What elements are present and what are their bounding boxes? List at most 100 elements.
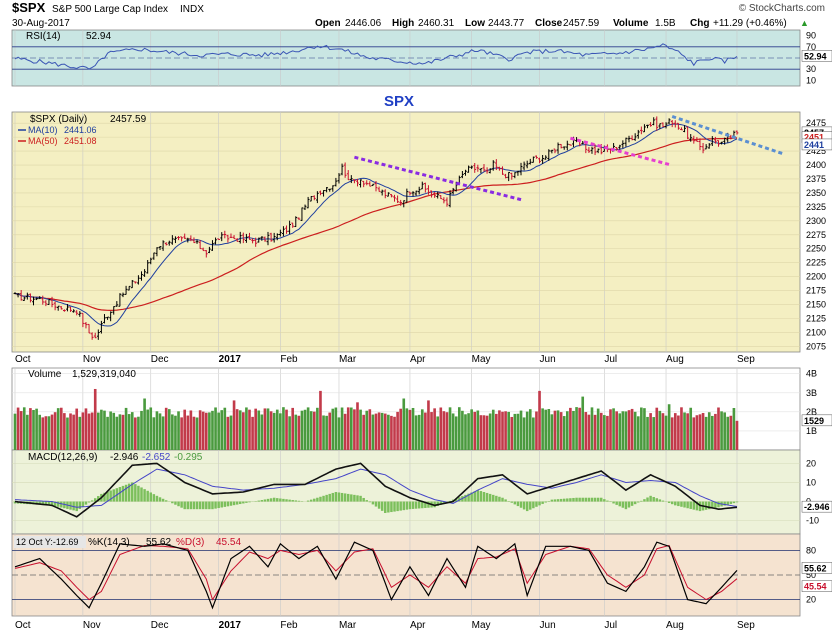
macd-hist-bar [81,501,85,507]
macd-hist-bar [103,492,106,502]
macd-hist-bar [411,501,415,509]
volume-bar [652,417,656,450]
volume-bar [711,415,714,450]
macd-hist-bar [686,501,689,509]
volume-y-tick-label: 4B [806,369,817,379]
volume-bar [417,414,421,450]
macd-hist-bar [248,501,251,503]
price-y-tick-label: 2300 [806,216,826,226]
symbol: $SPX [12,0,46,15]
macd-hist-bar [201,501,205,510]
volume-bar [322,415,325,450]
macd-hist-bar [698,501,702,512]
macd-hist-bar [343,493,347,502]
macd-hist-bar [118,487,122,502]
macd-hist-bar [161,498,165,502]
volume-bar [414,415,418,450]
macd-hist-bar [714,501,717,508]
rsi-value: 52.94 [86,31,111,42]
macd-last-tag-box [801,500,832,513]
macd-hist-bar [729,501,733,504]
volume-bar [251,416,254,450]
macd-hist-bar [183,501,186,510]
macd-hist-bar [377,501,381,509]
macd-hist-bar [390,501,393,513]
macd-hist-bar [516,501,520,507]
volume-bar [513,413,517,450]
volume-bar [729,415,733,450]
volume-bar [288,416,291,450]
macd-hist-bar [211,501,214,510]
macd-hist-bar [368,501,372,503]
volume-bar [495,413,498,450]
volume-bar [201,411,205,450]
macd-hist-bar [279,498,282,502]
volume-bar [405,408,409,450]
macd-hist-bar [198,501,202,510]
rsi-y-tick-label: 30 [806,64,816,74]
ohlc-open-label: Open [315,18,341,29]
volume-bar [152,417,156,450]
volume-bar [464,414,467,450]
macd-hist-bar [164,500,168,502]
volume-bar [242,412,245,450]
volume-bar [331,408,335,450]
macd-hist-bar [263,499,267,502]
macd-hist-bar [334,492,338,502]
volume-bar [420,409,424,450]
macd-hist-bar [723,501,726,506]
x-tick-label-top: Oct [15,354,31,365]
macd-hist-bar [732,501,736,504]
volume-bar [575,407,578,450]
chg-up-arrow-icon: ▲ [800,18,809,28]
macd-y-tick-label: 20 [806,458,816,468]
volume-bar [454,416,458,450]
volume-bar [226,416,230,450]
macd-hist-bar [365,500,368,502]
macd-hist-bar [239,501,242,505]
macd-hist-bar [205,501,208,510]
macd-hist-bar [97,496,100,502]
macd-hist-bar [467,493,470,502]
volume-bar [109,411,112,450]
volume-bar [677,415,680,450]
volume-bar [171,414,174,450]
macd-hist-bar [711,501,714,509]
macd-hist-bar [535,501,538,507]
volume-bar [115,416,119,450]
macd-signal-value: -2.652 [142,452,171,463]
volume-bar [149,407,153,450]
macd-hist-bar [72,501,75,511]
ohlc-high-label: High [392,18,414,29]
macd-hist-bar [649,495,652,502]
volume-bar [158,413,162,450]
volume-bar [272,412,276,450]
price-legend-symbol: $SPX (Daily) [30,114,87,125]
volume-bar [451,413,455,450]
volume-bar [636,416,640,450]
macd-hist-bar [384,501,387,513]
macd-hist-bar [525,501,529,512]
macd-hist-bar [127,483,131,502]
volume-bar [371,414,375,450]
x-tick-label-top: Aug [666,354,684,365]
volume-bar [470,409,473,450]
macd-hist-bar [596,497,600,502]
volume-bar [603,415,606,450]
price-y-tick-label: 2475 [806,118,826,128]
volume-bar [220,410,224,450]
volume-bar [704,416,708,450]
x-tick-label-top: Feb [280,354,298,365]
volume-bar [535,411,538,450]
macd-hist-bar [562,498,566,502]
macd-hist-bar [476,490,480,502]
volume-bar [408,409,412,450]
volume-bar [411,407,415,450]
macd-hist-bar [615,501,618,505]
macd-hist-bar [618,501,621,507]
x-tick-label-top: 2017 [219,354,242,365]
macd-hist-bar [593,497,597,502]
volume-bar [559,412,563,450]
volume-bar [698,414,702,450]
volume-bar [50,414,54,450]
